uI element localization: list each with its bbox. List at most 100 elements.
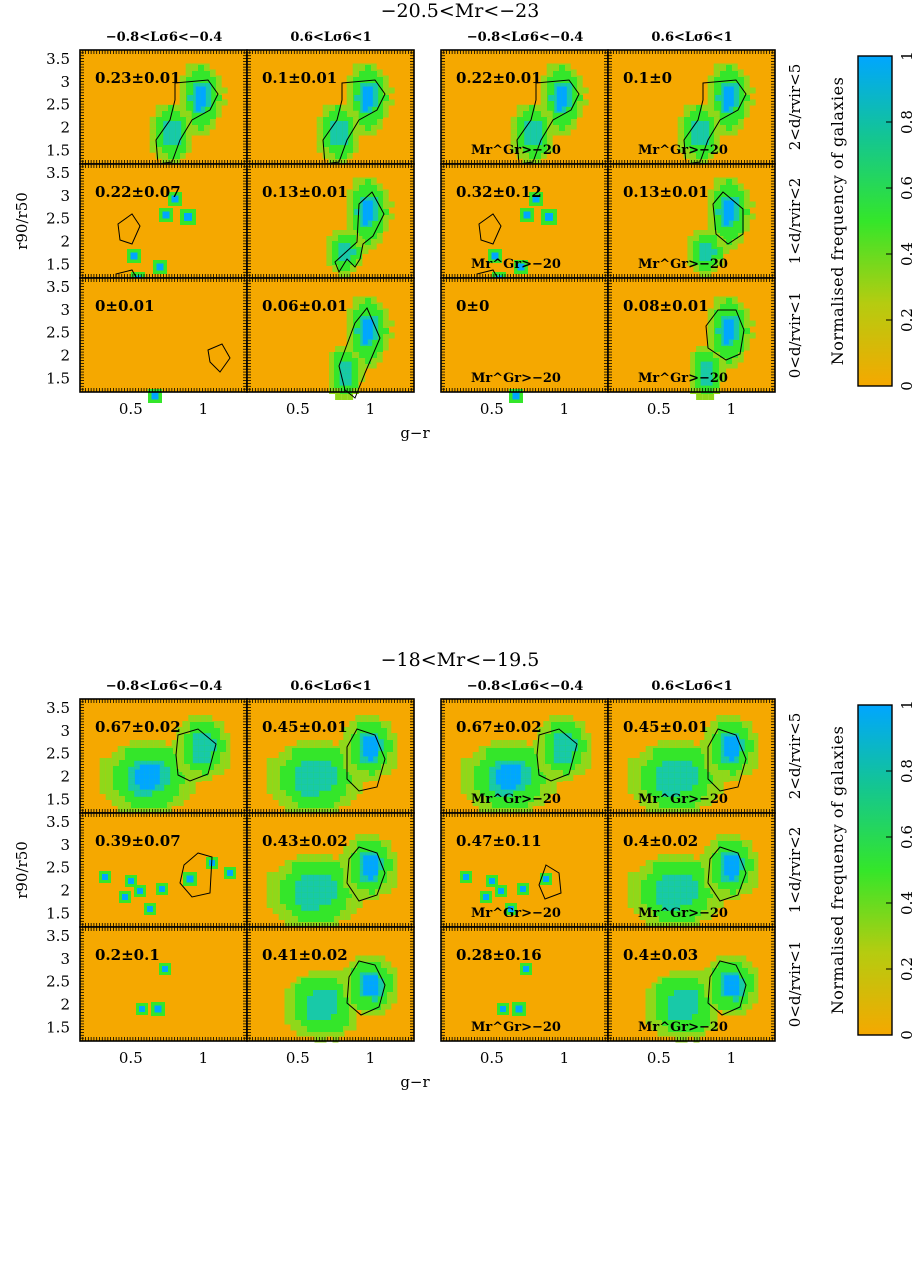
heat-cell xyxy=(561,91,567,97)
heat-cell xyxy=(696,105,702,111)
heat-cell xyxy=(198,751,205,758)
heat-cell xyxy=(185,140,192,147)
heat-cell xyxy=(186,101,192,107)
heat-cell xyxy=(362,200,368,206)
heat-cell xyxy=(540,81,547,88)
heat-cell xyxy=(353,221,359,227)
heat-cell xyxy=(189,782,196,788)
heat-cell xyxy=(335,388,342,394)
heat-cell xyxy=(352,116,359,123)
heat-cell xyxy=(696,388,703,394)
heat-cell xyxy=(350,230,357,236)
heat-cell xyxy=(738,107,744,113)
heat-cell xyxy=(749,332,756,339)
heat-cell xyxy=(701,358,707,364)
heat-cell xyxy=(744,209,750,215)
heat-cell xyxy=(216,95,222,101)
heat-cell xyxy=(684,123,690,129)
heat-cell xyxy=(359,191,365,197)
heat-cell xyxy=(576,111,583,118)
heat-cell xyxy=(556,96,562,102)
heat-cell xyxy=(212,769,219,775)
heat-cell xyxy=(733,83,740,89)
heat-cell xyxy=(155,152,162,159)
heat-cell xyxy=(733,322,740,328)
heat-cell xyxy=(720,358,727,364)
group-magnitude-note: Mr^Gr>−20 xyxy=(471,143,561,158)
heat-cell xyxy=(169,133,176,139)
heat-cell xyxy=(186,107,192,113)
y-tick-label: 3 xyxy=(60,73,70,91)
heat-cell xyxy=(353,346,359,352)
heat-cell xyxy=(723,319,729,325)
heat-cell xyxy=(372,322,379,328)
heat-cell xyxy=(388,332,395,339)
heat-cell xyxy=(705,249,712,255)
heat-cell xyxy=(726,185,732,191)
heat-cell xyxy=(376,356,383,363)
heat-cell xyxy=(701,158,708,165)
heat-cell xyxy=(179,93,186,100)
heat-cell xyxy=(708,346,715,352)
heat-cell xyxy=(153,740,160,746)
heat-cell xyxy=(370,243,377,250)
heat-cell xyxy=(377,215,383,221)
heat-cell xyxy=(346,320,353,327)
heat-cell xyxy=(733,89,740,95)
heat-cell xyxy=(174,111,180,117)
heat-cell xyxy=(139,774,145,780)
heat-cell xyxy=(697,133,704,139)
heat-cell xyxy=(155,802,161,808)
heat-cell xyxy=(221,99,228,106)
heat-cell xyxy=(726,358,732,364)
heat-cell xyxy=(358,123,365,130)
heat-cell xyxy=(546,69,553,76)
heat-cell xyxy=(703,139,710,145)
panel-frame xyxy=(607,277,776,393)
heat-cell xyxy=(179,99,186,106)
heat-cell xyxy=(707,93,714,100)
heat-cell xyxy=(176,751,183,757)
heat-cell xyxy=(707,352,713,358)
heat-cell xyxy=(707,201,714,208)
heat-cell xyxy=(690,382,697,388)
heat-cell xyxy=(553,77,559,83)
heat-cell xyxy=(491,252,499,260)
heat-cell xyxy=(144,764,150,770)
heat-cell xyxy=(353,316,359,322)
heat-cell xyxy=(732,185,738,191)
heat-cell xyxy=(693,236,700,242)
heat-cell xyxy=(174,153,180,159)
heat-cell xyxy=(707,207,714,214)
heat-cell xyxy=(367,319,373,325)
heat-cell xyxy=(743,225,750,232)
heat-cell xyxy=(720,227,726,233)
heat-cell xyxy=(146,760,153,767)
heat-cell xyxy=(731,237,738,244)
heat-cell xyxy=(329,117,335,123)
heat-cell xyxy=(582,99,589,106)
heat-cell xyxy=(346,213,353,220)
heat-cell xyxy=(683,110,690,117)
heat-cell xyxy=(175,127,182,133)
heat-cell xyxy=(535,111,541,117)
heat-cell xyxy=(362,86,368,92)
heat-cell xyxy=(192,71,198,77)
heat-cell xyxy=(199,107,206,113)
heat-cell xyxy=(565,107,571,113)
heat-cell xyxy=(546,128,553,135)
heat-cell xyxy=(323,129,329,135)
heat-cell xyxy=(743,314,750,321)
heat-cell xyxy=(117,752,124,758)
heat-cell xyxy=(340,388,346,394)
heat-cell xyxy=(726,71,732,77)
heat-cell xyxy=(733,95,740,101)
heat-cell xyxy=(180,147,186,153)
y-tick-label: 2.5 xyxy=(46,324,70,342)
heat-cell xyxy=(173,784,179,790)
heat-cell xyxy=(713,69,720,76)
heat-cell xyxy=(728,86,734,92)
heat-cell xyxy=(137,748,143,754)
heat-cell xyxy=(731,123,738,130)
heat-cell xyxy=(731,129,738,136)
